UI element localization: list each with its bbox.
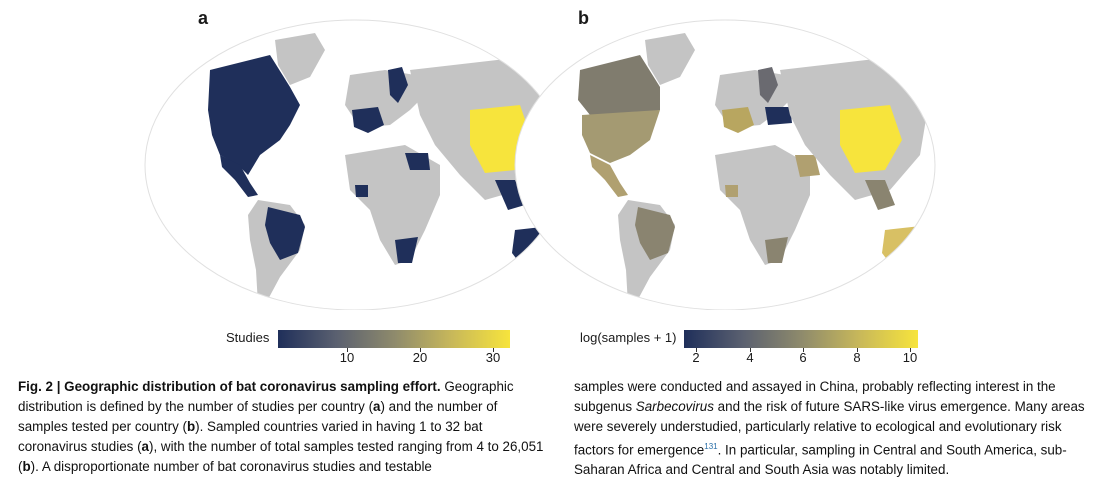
west-africa-b [725, 185, 738, 197]
caption-text: ). Sampled countries varied in having 1 … [18, 419, 483, 454]
caption-text: ). A disproportionate number of bat coro… [30, 459, 432, 474]
reference-link[interactable]: 131 [704, 442, 718, 451]
colorbar-a-tick: 20 [412, 350, 428, 365]
south-africa-a [395, 237, 418, 263]
colorbar-b-tick: 2 [692, 350, 700, 365]
china-b [840, 105, 902, 173]
greenland-b [645, 33, 695, 85]
mexico-a [220, 155, 258, 197]
colorbar-a: Studies 10 20 30 [220, 328, 530, 368]
map-panel-b [514, 19, 936, 310]
panel-ref: b [186, 419, 196, 434]
arabia-b [795, 155, 820, 177]
colorbar-a-tick: 10 [339, 350, 355, 365]
usa-b [582, 110, 660, 163]
caption-text: . In particular, sampling in Central and… [574, 442, 1067, 478]
colorbar-b-tick: 10 [902, 350, 918, 365]
colorbar-b-label: log(samples + 1) [580, 330, 677, 345]
caption-text: ), with the number of total samples test… [18, 439, 544, 474]
colorbar-b-tick: 8 [853, 350, 861, 365]
colorbar-b-gradient [684, 330, 918, 348]
caption-column-1: Fig. 2 | Geographic distribution of bat … [18, 377, 550, 477]
west-europe-a [352, 107, 384, 133]
colorbar-a-gradient [278, 330, 510, 348]
colorbar-b-tick: 6 [799, 350, 807, 365]
north-america-a [208, 55, 300, 175]
colorbar-a-label: Studies [226, 330, 270, 345]
scandinavia-a [388, 67, 408, 103]
scandinavia-b [758, 67, 778, 103]
brazil-b [635, 207, 675, 260]
caption-text: samples were conducted and assayed in Ch… [574, 379, 1056, 414]
panel-ref: a [373, 399, 381, 414]
map-panel-a [144, 19, 566, 310]
brazil-a [265, 207, 305, 260]
africa-a [345, 145, 440, 265]
east-europe-b [765, 107, 792, 125]
mexico-b [590, 155, 628, 197]
se-asia-b [865, 180, 895, 210]
panel-ref: a [141, 439, 149, 454]
caption-text: ) and the number of samples tested per c… [18, 399, 498, 434]
west-africa-a [355, 185, 368, 197]
caption-text: Geographic distribution is defined by th… [18, 379, 514, 414]
australia-b [882, 225, 935, 277]
colorbar-a-tick: 30 [485, 350, 501, 365]
africa-b [715, 145, 810, 265]
figure-label: Fig. 2 | Geographic distribution of bat … [18, 379, 441, 394]
panel-b-letter: b [578, 8, 589, 28]
west-europe-b [722, 107, 754, 133]
south-africa-b [765, 237, 788, 263]
colorbar-b: log(samples + 1) 2 4 6 8 10 [580, 328, 925, 368]
caption-text: and the risk of future SARS-like virus e… [574, 399, 1085, 458]
canada-b [578, 55, 660, 117]
panel-a-letter: a [198, 8, 209, 28]
colorbar-b-tick: 4 [746, 350, 754, 365]
caption-column-2: samples were conducted and assayed in Ch… [574, 377, 1094, 480]
egypt-a [405, 153, 430, 170]
panel-ref: b [22, 459, 31, 474]
caption-italic: Sarbecovirus [635, 399, 714, 414]
greenland-a [275, 33, 325, 85]
